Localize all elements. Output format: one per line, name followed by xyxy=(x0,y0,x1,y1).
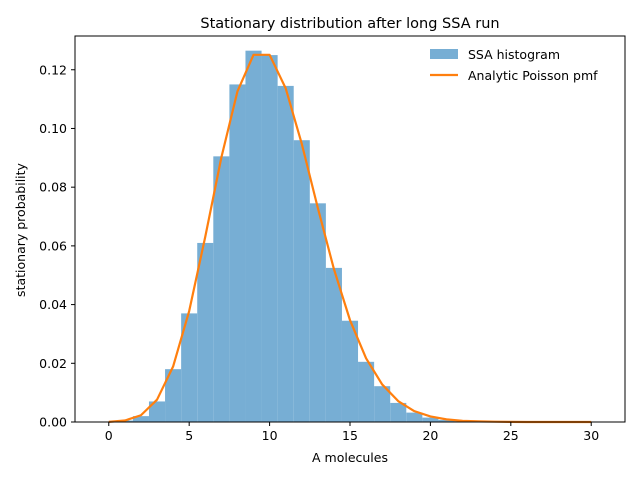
histogram-bar xyxy=(325,267,342,422)
x-tick-label: 25 xyxy=(503,428,519,443)
y-tick-label: 0.04 xyxy=(39,297,67,312)
histogram-bar xyxy=(229,84,246,422)
y-tick-label: 0.02 xyxy=(39,356,67,371)
histogram-bar xyxy=(181,313,198,422)
histogram-bar xyxy=(132,416,149,422)
histogram-bar xyxy=(261,55,278,423)
histogram-bar xyxy=(197,242,214,422)
x-axis-ticks: 0 5 10 15 20 25 30 xyxy=(105,422,599,443)
histogram-bar xyxy=(406,412,423,422)
histogram-bar xyxy=(245,50,262,422)
y-tick-label: 0.06 xyxy=(39,238,67,253)
x-tick-label: 15 xyxy=(342,428,358,443)
histogram-bar xyxy=(422,417,439,422)
legend-label-histogram: SSA histogram xyxy=(468,47,560,62)
histogram-bar xyxy=(165,369,182,422)
legend-swatch-histogram xyxy=(430,49,458,59)
x-tick-label: 30 xyxy=(583,428,599,443)
y-axis-label: stationary probability xyxy=(13,162,28,296)
histogram-bar xyxy=(341,320,359,422)
legend: SSA histogram Analytic Poisson pmf xyxy=(430,47,598,83)
histogram-bar xyxy=(390,402,407,422)
y-tick-label: 0.10 xyxy=(39,121,67,136)
y-axis-ticks: 0.00 0.02 0.04 0.06 0.08 0.10 0.12 xyxy=(39,62,75,430)
x-tick-label: 5 xyxy=(185,428,193,443)
x-axis-label: A molecules xyxy=(312,450,388,465)
histogram-bar xyxy=(374,386,391,422)
y-tick-label: 0.12 xyxy=(39,62,67,77)
histogram-bar xyxy=(277,85,294,423)
y-tick-label: 0.00 xyxy=(39,415,67,430)
histogram-bar xyxy=(293,140,310,422)
histogram-bar xyxy=(213,156,230,423)
legend-label-poisson: Analytic Poisson pmf xyxy=(468,68,598,83)
histogram-bar xyxy=(438,419,455,422)
histogram-bars xyxy=(116,50,487,423)
x-tick-label: 10 xyxy=(262,428,278,443)
x-tick-label: 0 xyxy=(105,428,113,443)
chart-title: Stationary distribution after long SSA r… xyxy=(200,16,499,32)
histogram-bar xyxy=(309,203,326,422)
y-tick-label: 0.08 xyxy=(39,180,67,195)
histogram-bar xyxy=(358,361,375,422)
x-tick-label: 20 xyxy=(422,428,438,443)
histogram-bar xyxy=(148,401,166,422)
